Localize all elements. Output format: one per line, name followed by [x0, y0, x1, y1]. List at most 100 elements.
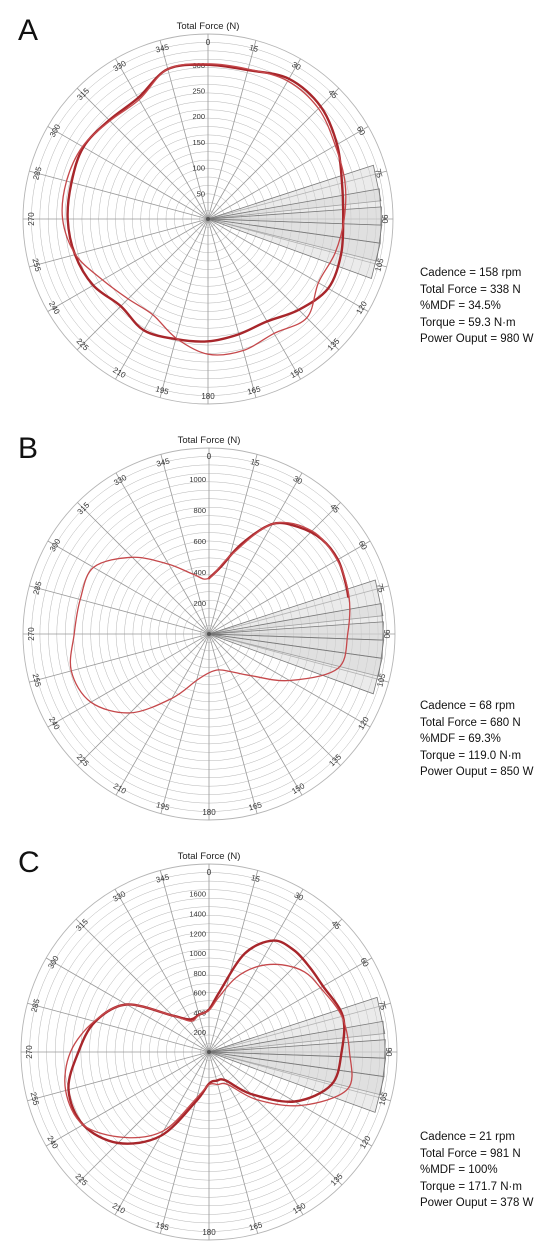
angle-label: 300	[48, 122, 63, 139]
grid-spoke	[160, 633, 210, 814]
grid-spoke	[208, 1051, 343, 1186]
angle-label: 345	[155, 456, 171, 468]
grid-spoke	[29, 218, 209, 268]
angle-label: 285	[31, 165, 43, 181]
stat-power: Power Ouput = 980 W	[420, 333, 534, 345]
stat-cadence: Cadence = 68 rpm	[420, 700, 515, 712]
radial-tick-label: 1400	[189, 910, 206, 919]
angle-label: 345	[155, 42, 171, 54]
chart-title: Total Force (N)	[178, 851, 241, 862]
panel-c: C Total Force (N) 0 15 30 45 60 75 90 105 120 135 1…	[0, 832, 550, 1253]
radial-tick-label: 600	[193, 989, 206, 998]
grid-spoke	[47, 633, 210, 728]
polar-chart-b: Total Force (N)0153045607590105120135150…	[22, 435, 396, 821]
radial-tick-label: 1600	[189, 890, 206, 899]
grid-spoke	[207, 218, 387, 268]
grid-spoke	[208, 918, 343, 1053]
grid-spoke	[207, 218, 301, 380]
angle-label: 180	[202, 808, 216, 817]
grid-spoke	[207, 170, 387, 220]
grid-spoke	[159, 1051, 210, 1234]
grid-spoke	[208, 633, 341, 766]
panel-a: A Total Force (N) 0 15 30 45 60 75 90 105 120 135 1…	[0, 0, 550, 420]
angle-label: 75	[373, 168, 384, 179]
polar-chart-a: Total Force (N)0153045607590105120135150…	[22, 21, 394, 405]
grid-spoke	[75, 1051, 210, 1186]
panel-b: B Total Force (N) 0 15 30 45 60 75 90 105 120 135 1…	[0, 418, 550, 838]
angle-label: 165	[248, 800, 264, 812]
angle-label: 90	[382, 630, 391, 639]
grid-spoke	[208, 888, 304, 1053]
radial-tick-label: 400	[193, 568, 206, 577]
stat-mdf: %MDF = 34.5%	[420, 300, 501, 312]
highlight-sector	[207, 218, 381, 280]
angle-label: 30	[290, 60, 303, 73]
angle-label: 300	[46, 954, 61, 971]
grid-spoke	[115, 472, 210, 635]
grid-spoke	[159, 218, 209, 398]
radial-tick-label: 1000	[189, 949, 206, 958]
angle-label: 300	[48, 537, 63, 554]
panel-letter: B	[18, 432, 39, 465]
grid-spoke	[77, 633, 210, 766]
angle-label: 15	[248, 43, 259, 54]
angle-label: 255	[31, 673, 43, 689]
grid-spoke	[29, 633, 210, 683]
chart-center	[207, 1050, 211, 1054]
radial-tick-label: 200	[193, 599, 206, 608]
angle-label: 60	[355, 125, 368, 138]
radial-tick-label: 50	[197, 189, 205, 198]
angle-label: 180	[201, 392, 215, 401]
grid-spoke	[208, 633, 303, 796]
force-series-line	[61, 63, 347, 356]
radial-tick-label: 150	[192, 138, 205, 147]
highlight-sector	[208, 579, 384, 635]
grid-spoke	[159, 870, 210, 1053]
angle-label: 195	[155, 800, 171, 812]
stat-power: Power Ouput = 850 W	[420, 766, 534, 778]
grid-spoke	[114, 888, 210, 1053]
angle-label: 330	[111, 889, 128, 904]
stat-power: Power Ouput = 378 W	[420, 1197, 534, 1209]
radial-tick-label: 1000	[189, 475, 206, 484]
angle-label: 270	[27, 212, 36, 226]
grid-spoke	[208, 1002, 391, 1053]
angle-label: 330	[112, 473, 129, 488]
angle-label: 90	[380, 215, 389, 224]
stats-block-a: Cadence = 158 rpm Total Force = 338 N %M…	[420, 265, 533, 348]
grid-spoke	[208, 454, 258, 635]
angle-label: 30	[293, 890, 306, 903]
grid-spoke	[208, 633, 258, 814]
panel-letter: C	[18, 846, 40, 879]
grid-spoke	[77, 502, 210, 635]
angle-label: 195	[154, 384, 170, 396]
radial-tick-label: 200	[193, 1028, 206, 1037]
grid-spoke	[76, 87, 209, 220]
highlight-sector	[208, 633, 383, 695]
chart-center	[207, 632, 211, 636]
grid-spoke	[75, 918, 210, 1053]
angle-label: 60	[358, 956, 371, 969]
highlight-sector	[208, 1051, 385, 1113]
radial-tick-label: 800	[193, 506, 206, 515]
radial-tick-label: 1200	[189, 929, 206, 938]
grid-spoke	[208, 502, 341, 635]
grid-spoke	[208, 1051, 259, 1234]
angle-label: 105	[373, 257, 385, 273]
highlight-sector	[207, 164, 382, 220]
grid-spoke	[115, 633, 210, 796]
stat-torque: Torque = 119.0 N·m	[420, 749, 522, 762]
polar-chart-c: Total Force (N)0153045607590105120135150…	[20, 851, 398, 1241]
angle-label: 105	[377, 1091, 389, 1107]
angle-label: 30	[292, 474, 305, 487]
radial-tick-label: 600	[193, 537, 206, 546]
angle-label: 255	[30, 257, 42, 273]
radial-tick-label: 250	[192, 87, 205, 96]
grid-spoke	[27, 1002, 210, 1053]
grid-spoke	[208, 957, 372, 1053]
grid-spoke	[115, 58, 209, 220]
grid-spoke	[76, 218, 209, 351]
grid-spoke	[45, 1051, 210, 1147]
force-series-line	[64, 963, 353, 1139]
grid-spoke	[115, 218, 209, 380]
